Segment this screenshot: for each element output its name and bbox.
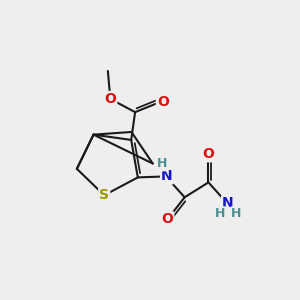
Text: H: H: [231, 207, 242, 220]
Text: O: O: [161, 212, 173, 226]
Text: N: N: [222, 196, 234, 210]
Text: O: O: [157, 94, 169, 109]
Text: O: O: [104, 92, 116, 106]
Text: O: O: [202, 147, 214, 161]
Text: H: H: [215, 207, 225, 220]
Text: S: S: [99, 188, 109, 202]
Text: H: H: [157, 158, 167, 170]
Text: N: N: [161, 169, 173, 183]
